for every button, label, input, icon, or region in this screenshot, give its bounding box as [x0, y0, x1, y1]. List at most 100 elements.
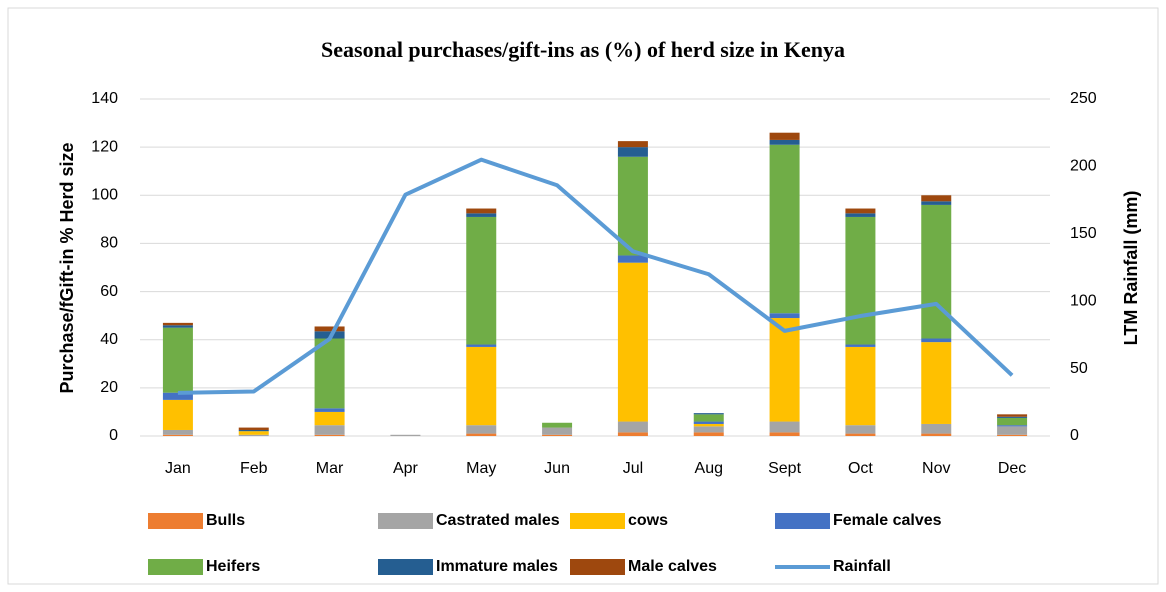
- bar-segment: [314, 434, 345, 436]
- bar-segment: [769, 132, 800, 140]
- bar-segment: [466, 216, 497, 345]
- bar-segment: [845, 213, 876, 217]
- legend-swatch: [378, 559, 433, 575]
- y-axis-title: Purchase/fGift-in % Herd size: [57, 142, 77, 393]
- legend-swatch: [570, 559, 625, 575]
- bar-segment: [162, 322, 193, 326]
- bar-segment: [162, 429, 193, 435]
- bar-segment: [466, 433, 497, 436]
- bar-segment: [542, 422, 573, 428]
- bar-segment: [617, 255, 648, 263]
- bar-segment: [617, 421, 648, 433]
- bar-segment: [769, 432, 800, 436]
- y2-tick-label: 250: [1070, 90, 1097, 107]
- bar-segment: [845, 216, 876, 345]
- bar-segment: [693, 426, 724, 433]
- bar-segment: [769, 313, 800, 319]
- bar-segment: [314, 411, 345, 426]
- bar-segment: [314, 338, 345, 409]
- bar-segment: [845, 425, 876, 434]
- chart-frame: [7, 7, 1159, 585]
- x-tick-label: Jul: [623, 460, 643, 477]
- bar-segment: [921, 338, 952, 343]
- bar-segment: [997, 416, 1028, 418]
- legend-label: cows: [628, 512, 668, 529]
- bar-segment: [997, 434, 1028, 436]
- bar-segment: [617, 262, 648, 422]
- y-tick-label: 20: [100, 379, 118, 396]
- bar-segment: [314, 408, 345, 412]
- y-tick-label: 80: [100, 235, 118, 252]
- bar-segment: [617, 147, 648, 157]
- legend-swatch: [775, 513, 830, 529]
- bar-segment: [466, 213, 497, 217]
- legend-label: Immature males: [436, 558, 558, 575]
- bar-segment: [921, 433, 952, 436]
- bar-segment: [617, 156, 648, 256]
- bar-segment: [238, 429, 269, 432]
- bar-segment: [617, 432, 648, 436]
- bar-segment: [314, 425, 345, 435]
- y2-axis-title: LTM Rainfall (mm): [1121, 191, 1141, 346]
- bar-segment: [238, 434, 269, 436]
- x-tick-label: Feb: [240, 460, 268, 477]
- y-tick-label: 40: [100, 331, 118, 348]
- bar-segment: [466, 208, 497, 214]
- bar-segment: [845, 433, 876, 436]
- legend-label: Rainfall: [833, 558, 891, 575]
- x-tick-label: Apr: [393, 460, 419, 477]
- x-tick-label: Oct: [848, 460, 873, 477]
- bar-segment: [997, 425, 1028, 427]
- bar-segment: [845, 344, 876, 347]
- bar-segment: [693, 413, 724, 415]
- legend-label: Male calves: [628, 558, 717, 575]
- bar-segment: [162, 325, 193, 328]
- bar-segment: [769, 144, 800, 314]
- x-tick-label: Jun: [544, 460, 570, 477]
- bar-segment: [162, 327, 193, 393]
- y2-tick-label: 200: [1070, 158, 1097, 175]
- bar-segment: [921, 195, 952, 202]
- bar-segment: [921, 201, 952, 205]
- bar-segment: [845, 346, 876, 426]
- bar-segment: [921, 204, 952, 339]
- x-tick-label: Mar: [316, 460, 344, 477]
- bar-segment: [542, 427, 573, 435]
- bar-segment: [238, 431, 269, 435]
- bar-segment: [997, 426, 1028, 435]
- bar-segment: [845, 208, 876, 214]
- y2-tick-label: 0: [1070, 427, 1079, 444]
- rainfall-line: [177, 157, 1014, 395]
- legend-swatch: [570, 513, 625, 529]
- x-tick-label: May: [466, 460, 496, 477]
- x-tick-label: Dec: [998, 460, 1026, 477]
- y-tick-label: 60: [100, 283, 118, 300]
- bar-segment: [162, 399, 193, 430]
- x-tick-label: Nov: [922, 460, 950, 477]
- bar-segment: [769, 139, 800, 145]
- bar-segment: [693, 423, 724, 427]
- legend-label: Bulls: [206, 512, 245, 529]
- legend-label: Female calves: [833, 512, 942, 529]
- chart-title: Seasonal purchases/gift-ins as (%) of he…: [321, 37, 845, 62]
- legend-swatch: [378, 513, 433, 529]
- bar-segment: [693, 421, 724, 424]
- bar-segment: [921, 423, 952, 434]
- x-tick-label: Jan: [165, 460, 191, 477]
- y2-tick-label: 50: [1070, 360, 1088, 377]
- y-tick-label: 100: [91, 187, 118, 204]
- bar-segment: [466, 425, 497, 434]
- y-tick-label: 120: [91, 138, 118, 155]
- bar-segment: [238, 427, 269, 430]
- bar-segment: [542, 434, 573, 436]
- bar-segment: [769, 421, 800, 433]
- x-tick-label: Aug: [695, 460, 723, 477]
- bar-segment: [314, 326, 345, 332]
- bar-segment: [390, 434, 421, 436]
- bar-segment: [162, 392, 193, 400]
- bar-segment: [466, 344, 497, 347]
- bar-segment: [693, 432, 724, 436]
- y2-tick-label: 150: [1070, 225, 1097, 242]
- legend-swatch: [148, 513, 203, 529]
